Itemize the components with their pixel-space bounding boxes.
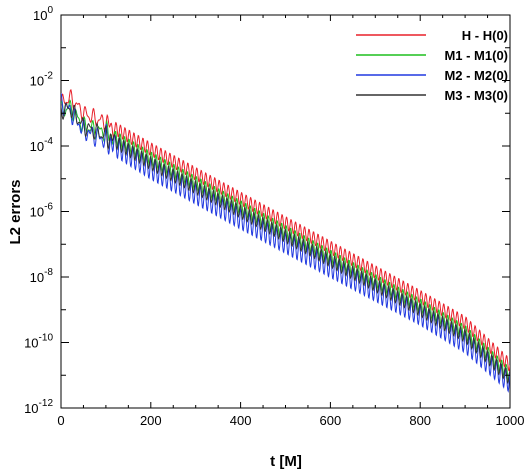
y-axis-title: L2 errors bbox=[7, 179, 24, 244]
series-line-4 bbox=[61, 102, 510, 384]
y-tick-label: 10-12 bbox=[24, 398, 53, 416]
series-line-2 bbox=[61, 99, 510, 383]
x-tick-label: 0 bbox=[57, 413, 64, 428]
y-tick-label: 10-6 bbox=[30, 202, 54, 220]
x-tick-label: 600 bbox=[320, 413, 342, 428]
y-tick-label: 10-4 bbox=[30, 136, 54, 154]
x-tick-label: 400 bbox=[230, 413, 252, 428]
y-tick-label: 10-8 bbox=[30, 267, 54, 285]
plot-frame bbox=[60, 14, 511, 409]
y-tick-label: 10-2 bbox=[30, 71, 54, 89]
legend-label: M3 - M3(0) bbox=[444, 88, 508, 103]
x-tick-label: 800 bbox=[409, 413, 431, 428]
legend: H - H(0) M1 - M1(0) M2 - M2(0) M3 - M3(0) bbox=[356, 28, 508, 103]
legend-label: H - H(0) bbox=[462, 28, 508, 43]
x-tick-label: 1000 bbox=[496, 413, 525, 428]
legend-label: M2 - M2(0) bbox=[444, 68, 508, 83]
y-tick-label: 100 bbox=[33, 5, 53, 23]
x-tick-label: 200 bbox=[140, 413, 162, 428]
series-line-3 bbox=[61, 92, 510, 393]
series-line-1 bbox=[61, 89, 510, 372]
y-tick-label: 10-10 bbox=[24, 333, 53, 351]
x-axis-title: t [M] bbox=[270, 453, 302, 469]
legend-label: M1 - M1(0) bbox=[444, 48, 508, 63]
